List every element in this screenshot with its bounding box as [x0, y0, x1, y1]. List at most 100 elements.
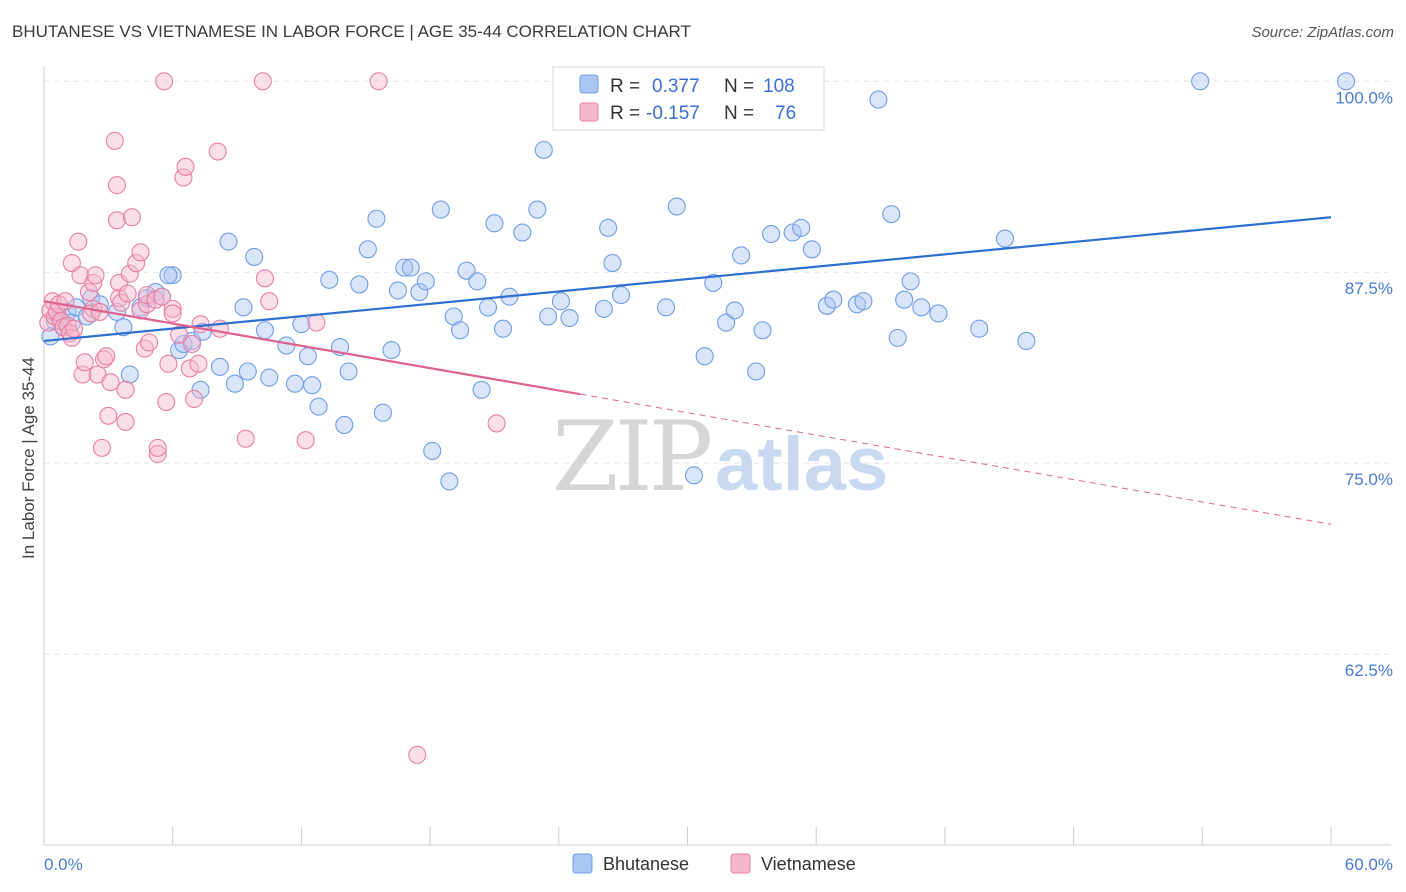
bhutanese-point-47 — [388, 281, 407, 300]
bhutanese-point-52 — [423, 441, 442, 460]
bhutanese-point-100 — [995, 229, 1015, 248]
vietnamese-point-32 — [107, 176, 126, 195]
bhutanese-point-103 — [1336, 72, 1356, 91]
bhutanese-point-37 — [309, 397, 328, 416]
vietnamese-point-38 — [118, 284, 137, 303]
vietnamese-point-61 — [182, 334, 202, 354]
bhutanese-point-26 — [219, 232, 238, 251]
bottom-legend-label-vietnamese: Vietnamese — [761, 854, 856, 874]
legend-n-value-bhutanese: 108 — [763, 76, 795, 97]
bhutanese-point-57 — [457, 261, 476, 280]
vietnamese-point-18 — [79, 283, 99, 302]
vietnamese-point-74 — [487, 414, 506, 433]
bhutanese-point-83 — [753, 321, 772, 340]
grid-lines — [44, 80, 1391, 655]
vietnamese-point-8 — [56, 292, 75, 311]
bhutanese-point-65 — [528, 200, 547, 219]
bhutanese-point-73 — [611, 286, 631, 305]
vietnamese-point-13 — [62, 253, 81, 273]
bhutanese-point-56 — [451, 321, 470, 340]
vietnamese-point-54 — [159, 354, 178, 373]
bhutanese-point-51 — [416, 272, 435, 291]
vietnamese-point-55 — [163, 299, 182, 318]
vietnamese-point-27 — [97, 347, 116, 366]
legend-n-label-vietnamese: N = — [724, 103, 754, 124]
bhutanese-point-101 — [1017, 331, 1036, 350]
watermark-zip: ZIP — [552, 401, 711, 513]
series-vietnamese-points — [39, 72, 506, 764]
bhutanese-point-40 — [335, 415, 354, 435]
vietnamese-point-40 — [122, 208, 141, 227]
bhutanese-point-12 — [120, 365, 139, 384]
vietnamese-point-72 — [369, 72, 388, 91]
bhutanese-point-32 — [277, 336, 296, 355]
bhutanese-point-64 — [513, 223, 532, 242]
vietnamese-point-70 — [296, 431, 315, 450]
vietnamese-point-37 — [116, 412, 135, 431]
bhutanese-point-97 — [912, 298, 931, 317]
vietnamese-trend-line — [43, 300, 581, 396]
chart-title: BHUTANESE VS VIETNAMESE IN LABOR FORCE |… — [12, 22, 691, 41]
bhutanese-point-102 — [1191, 72, 1210, 91]
vietnamese-point-36 — [116, 380, 135, 399]
bhutanese-point-54 — [440, 472, 459, 491]
bhutanese-point-62 — [493, 319, 513, 338]
vietnamese-point-25 — [92, 438, 111, 457]
vietnamese-point-64 — [208, 142, 227, 161]
vietnamese-point-30 — [105, 131, 124, 150]
bottom-legend-swatch-vietnamese — [730, 853, 751, 874]
vietnamese-point-51 — [152, 287, 172, 306]
legend-r-value-vietnamese: -0.157 — [646, 103, 700, 124]
bhutanese-point-49 — [401, 258, 420, 277]
bhutanese-point-27 — [234, 298, 253, 317]
y-tick-label-1: 75.0% — [1345, 470, 1393, 489]
bhutanese-point-98 — [929, 304, 948, 323]
vietnamese-point-68 — [255, 269, 274, 288]
bhutanese-point-53 — [431, 200, 450, 219]
vietnamese-point-42 — [131, 243, 150, 262]
stats-legend: R = 0.377 N = 108 R = -0.157 N = 76 — [552, 66, 825, 131]
axes — [43, 66, 1391, 846]
bhutanese-point-44 — [367, 209, 386, 228]
trend-lines — [43, 216, 1332, 525]
vietnamese-point-62 — [185, 389, 204, 409]
vietnamese-trend-line-extension — [580, 393, 1332, 525]
vietnamese-point-71 — [307, 313, 326, 332]
bhutanese-point-80 — [725, 301, 744, 320]
vietnamese-point-31 — [107, 211, 126, 230]
bhutanese-point-77 — [695, 347, 714, 366]
bhutanese-point-35 — [298, 347, 317, 366]
vietnamese-point-14 — [69, 232, 88, 251]
vietnamese-point-56 — [163, 304, 182, 323]
bhutanese-point-61 — [485, 214, 504, 233]
bhutanese-point-33 — [285, 374, 305, 393]
vietnamese-point-58 — [174, 168, 193, 187]
bhutanese-point-72 — [603, 253, 622, 273]
legend-swatch-vietnamese — [579, 102, 599, 122]
vietnamese-point-41 — [127, 253, 146, 273]
legend-swatch-bhutanese — [579, 74, 599, 94]
y-axis-label: In Labor Force | Age 35-44 — [19, 357, 38, 559]
y-tick-label-3: 100.0% — [1335, 88, 1393, 107]
vietnamese-point-29 — [101, 373, 120, 392]
bhutanese-point-66 — [539, 307, 558, 326]
series-bhutanese-points — [41, 72, 1356, 491]
bhutanese-point-87 — [802, 240, 821, 259]
vietnamese-point-66 — [236, 429, 255, 448]
bhutanese-point-85 — [783, 223, 802, 242]
bhutanese-point-68 — [551, 292, 570, 311]
bhutanese-point-67 — [534, 140, 553, 160]
bhutanese-point-75 — [667, 197, 686, 216]
y-tick-label-2: 87.5% — [1345, 279, 1393, 298]
bhutanese-point-18 — [159, 266, 178, 285]
bhutanese-point-38 — [320, 270, 339, 289]
vietnamese-point-22 — [86, 266, 105, 285]
bhutanese-point-70 — [594, 299, 613, 318]
bhutanese-point-59 — [472, 380, 491, 399]
bhutanese-point-48 — [395, 258, 414, 277]
legend-n-value-vietnamese: 76 — [775, 103, 796, 124]
bhutanese-point-36 — [303, 376, 322, 395]
watermark: ZIP atlas — [552, 401, 888, 513]
bhutanese-point-78 — [704, 273, 723, 292]
